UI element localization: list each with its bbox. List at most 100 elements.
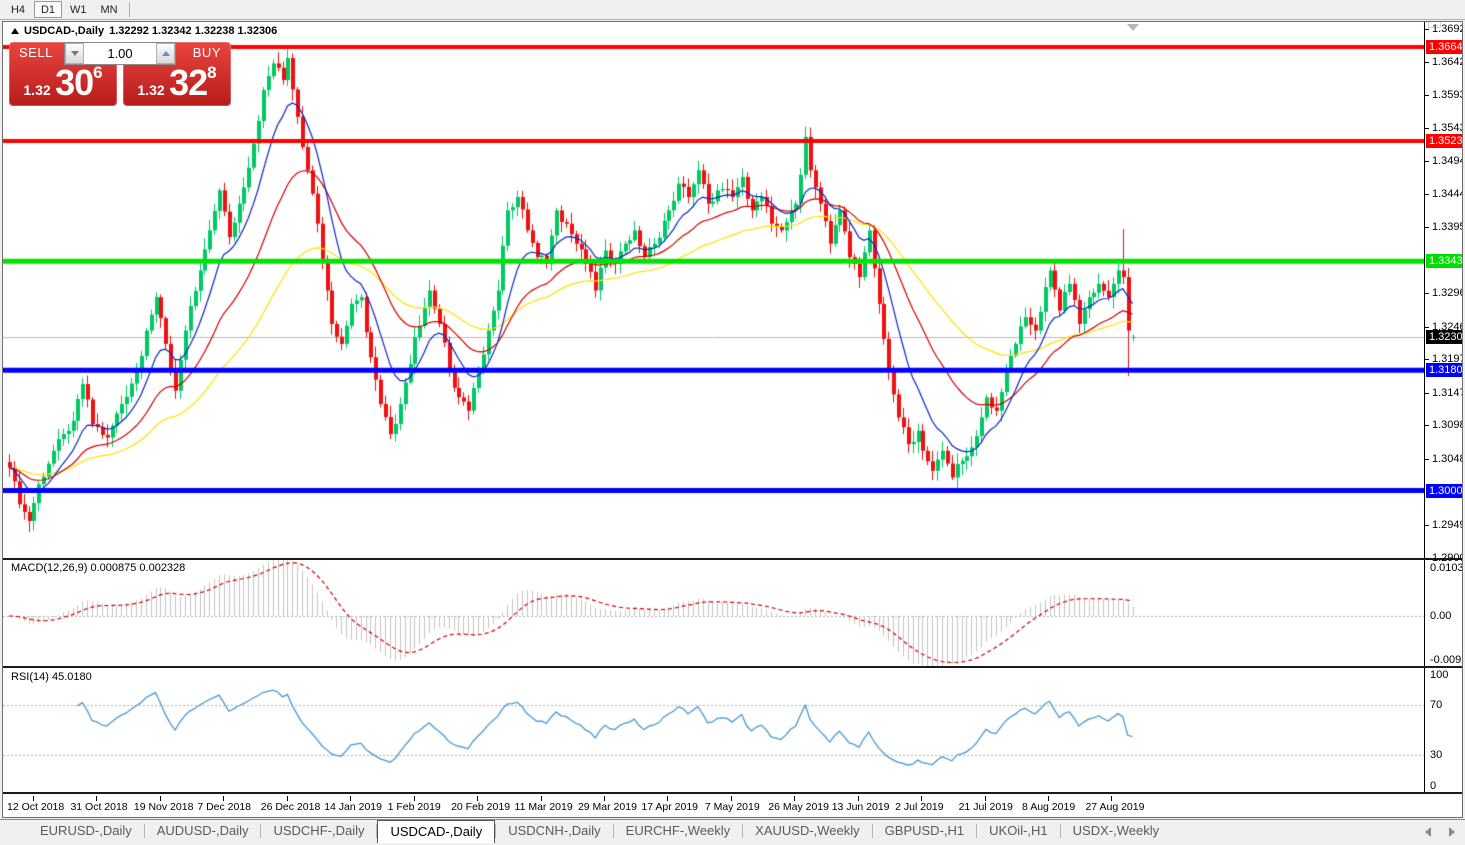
- price-tick-label: 1.33950: [1432, 221, 1462, 234]
- volume-increase-button[interactable]: [156, 43, 175, 64]
- price-tick-mark: [1425, 128, 1429, 129]
- date-tick-mark: [730, 796, 732, 801]
- collapse-triangle-icon[interactable]: [11, 28, 19, 34]
- chart-tab-bar: EURUSD-,Daily AUDUSD-,Daily USDCHF-,Daily U…: [0, 819, 1465, 845]
- toolbar-separator: [128, 2, 130, 17]
- tab-usdcad-daily[interactable]: USDCAD-,Daily: [377, 820, 496, 843]
- panel-separator[interactable]: [3, 666, 1462, 668]
- price-tick-mark: [1425, 327, 1429, 328]
- price-tick-mark: [1425, 459, 1429, 460]
- price-tick-label: 1.31470: [1432, 386, 1462, 399]
- tab-separator: [143, 824, 145, 838]
- panel-separator[interactable]: [3, 558, 1462, 560]
- price-tick-mark: [1425, 29, 1429, 30]
- timeframe-w1-button[interactable]: W1: [70, 3, 87, 16]
- level-price-badge: 1.35237: [1426, 134, 1462, 149]
- tab-audusd-daily[interactable]: AUDUSD-,Daily: [156, 823, 249, 838]
- panel-separator[interactable]: [3, 792, 1462, 794]
- price-tick-label: 1.35930: [1432, 88, 1462, 101]
- indicator-axis-label: 0: [1430, 780, 1437, 792]
- chart-shift-marker-icon: [1126, 24, 1139, 31]
- date-label: 29 Mar 2019: [577, 801, 637, 813]
- price-tick-label: 1.35430: [1432, 122, 1462, 135]
- level-price-badge: 1.30004: [1426, 483, 1462, 498]
- price-tick-mark: [1425, 558, 1429, 559]
- date-tick-mark: [540, 796, 542, 801]
- tab-eurusd-daily[interactable]: EURUSD-,Daily: [40, 823, 132, 838]
- buy-label: BUY: [192, 45, 221, 60]
- date-label: 7 Dec 2018: [197, 801, 252, 813]
- price-tick-label: 1.32460: [1432, 320, 1462, 333]
- tab-separator: [495, 824, 497, 838]
- buy-price-display: 1.32 328: [123, 62, 231, 103]
- date-label: 1 Feb 2019: [387, 801, 441, 813]
- timeframe-mn-button[interactable]: MN: [100, 3, 118, 16]
- price-tick-mark: [1425, 293, 1429, 294]
- price-tick-label: 1.30480: [1432, 452, 1462, 465]
- date-tick-mark: [857, 796, 859, 801]
- buy-price-main: 32: [169, 62, 208, 103]
- macd-indicator-label: MACD(12,26,9) 0.000875 0.002328: [11, 562, 186, 574]
- date-label: 26 Dec 2018: [260, 801, 321, 813]
- date-label: 20 Feb 2019: [451, 801, 511, 813]
- price-tick-mark: [1425, 393, 1429, 394]
- chart-title: USDCAD-,Daily 1.32292 1.32342 1.32238 1.…: [11, 24, 277, 38]
- tab-separator: [376, 824, 378, 838]
- date-tick-mark: [1111, 796, 1113, 801]
- date-tick-mark: [286, 796, 288, 801]
- date-tick-mark: [33, 796, 34, 801]
- price-tick-mark: [1425, 359, 1429, 360]
- chart-area: USDCAD-,Daily 1.32292 1.32342 1.32238 1.…: [3, 22, 1462, 817]
- tab-eurchf-weekly[interactable]: EURCHF-,Weekly: [625, 823, 731, 838]
- tab-separator: [260, 824, 262, 838]
- tab-scroll-right-icon[interactable]: [1449, 827, 1455, 837]
- price-tick-label: 1.29000: [1432, 551, 1462, 564]
- tab-scroll-buttons: [1425, 827, 1455, 837]
- timeframe-h4-button[interactable]: H4: [10, 3, 26, 16]
- price-tick-label: 1.36920: [1432, 22, 1462, 35]
- date-tick-mark: [413, 796, 415, 801]
- tab-ukoil-h1[interactable]: UKOil-,H1: [989, 823, 1048, 838]
- one-click-trading-panel: SELL 1.32 306 BUY 1.32 328 1.00: [9, 40, 231, 108]
- date-label: 8 Aug 2019: [1022, 801, 1076, 813]
- date-label: 17 Apr 2019: [641, 801, 699, 813]
- level-price-badge: 1.36645: [1426, 40, 1462, 55]
- axis-corner-box: [1428, 22, 1441, 28]
- date-tick-mark: [223, 796, 225, 801]
- date-label: 26 May 2019: [768, 801, 829, 813]
- tab-usdcnh-daily[interactable]: USDCNH-,Daily: [508, 823, 601, 838]
- tab-gbpusd-h1[interactable]: GBPUSD-,H1: [884, 823, 965, 838]
- tab-separator: [976, 824, 978, 838]
- sell-price-prefix: 1.32: [23, 82, 51, 98]
- price-tick-mark: [1425, 194, 1429, 195]
- tab-usdx-weekly[interactable]: USDX-,Weekly: [1072, 823, 1160, 838]
- date-axis[interactable]: 12 Oct 2018 31 Oct 2018 19 Nov 2018 7 Dec 2…: [3, 794, 1462, 817]
- chart-symbol-label: USDCAD-,Daily: [24, 25, 105, 37]
- price-tick-mark: [1425, 62, 1429, 63]
- sell-price-pip: 6: [93, 63, 103, 82]
- date-label: 11 Mar 2019: [514, 801, 573, 813]
- tab-separator: [612, 824, 614, 838]
- tab-usdchf-daily[interactable]: USDCHF-,Daily: [273, 823, 365, 838]
- tab-separator: [871, 824, 873, 838]
- price-tick-mark: [1425, 525, 1429, 526]
- indicator-axis-label: 100: [1430, 669, 1449, 681]
- date-tick-mark: [921, 796, 923, 801]
- timeframe-d1-button[interactable]: D1: [34, 1, 62, 18]
- tab-xauusd-weekly[interactable]: XAUUSD-,Weekly: [755, 823, 860, 838]
- price-tick-label: 1.31970: [1432, 353, 1462, 366]
- price-tick-mark: [1425, 161, 1429, 162]
- date-tick-mark: [794, 796, 796, 801]
- price-chart-canvas[interactable]: [3, 22, 1424, 794]
- price-tick-label: 1.34440: [1432, 188, 1462, 201]
- current-price-badge: 1.32306: [1426, 329, 1462, 344]
- tab-scroll-left-icon[interactable]: [1425, 827, 1431, 837]
- indicator-axis-label: 70: [1430, 699, 1443, 712]
- volume-decrease-button[interactable]: [65, 43, 84, 64]
- volume-input[interactable]: 1.00: [84, 43, 156, 64]
- timeframe-toolbar: H4 D1 W1 MN: [0, 0, 1465, 20]
- date-label: 19 Nov 2018: [133, 801, 194, 813]
- tab-separator: [1059, 824, 1061, 838]
- date-tick-mark: [667, 796, 669, 801]
